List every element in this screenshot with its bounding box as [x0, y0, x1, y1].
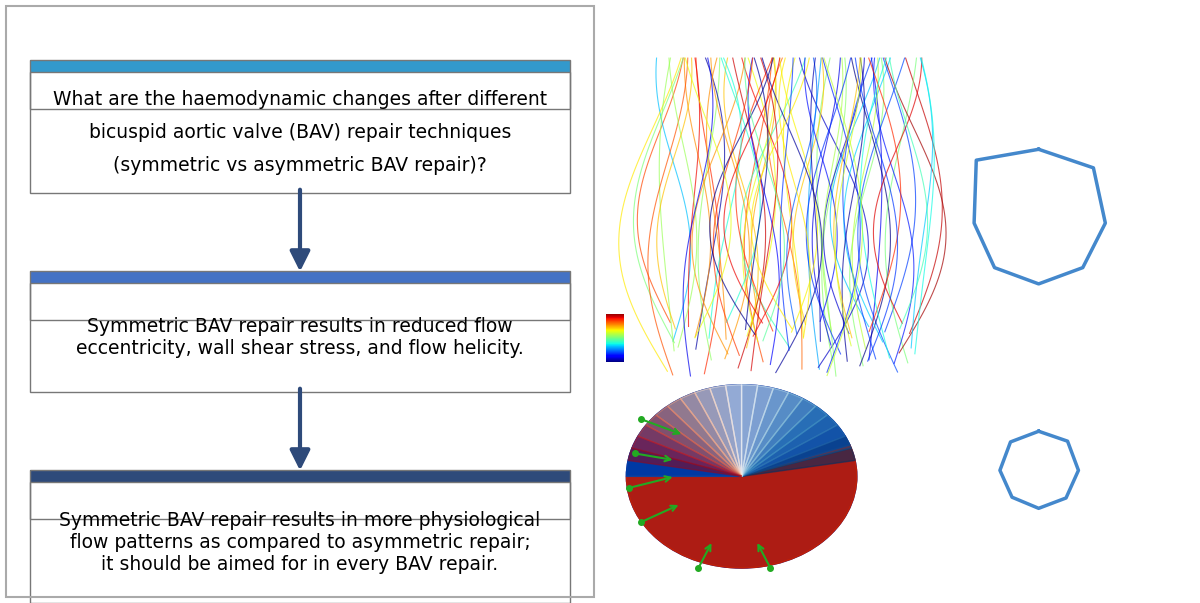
Wedge shape	[742, 388, 788, 476]
Text: RA: RA	[940, 373, 959, 387]
Text: P: P	[1034, 592, 1043, 603]
Text: A: A	[1034, 89, 1044, 101]
Text: Take-home message: Take-home message	[173, 484, 427, 505]
Text: 2: 2	[641, 297, 648, 308]
Bar	[30, 72, 570, 193]
Wedge shape	[742, 393, 803, 476]
Bar	[30, 60, 570, 109]
Text: RP: RP	[940, 307, 959, 320]
Text: m/s: m/s	[638, 279, 656, 289]
Wedge shape	[626, 385, 850, 476]
Text: P: P	[1034, 345, 1043, 358]
Text: RP: RP	[940, 554, 959, 567]
Text: LP: LP	[1120, 554, 1136, 567]
Text: LA: LA	[1120, 373, 1138, 387]
Wedge shape	[695, 388, 742, 476]
Text: RA: RA	[940, 126, 959, 139]
Bar	[30, 60, 570, 109]
Wedge shape	[742, 399, 816, 476]
Bar	[30, 283, 570, 392]
Wedge shape	[742, 385, 757, 476]
Text: LA: LA	[1120, 126, 1138, 139]
Text: L: L	[1162, 216, 1170, 230]
Text: R: R	[907, 464, 917, 477]
Wedge shape	[626, 445, 857, 568]
Wedge shape	[638, 425, 742, 476]
Text: (symmetric vs asymmetric BAV repair)?: (symmetric vs asymmetric BAV repair)?	[113, 156, 487, 175]
Bar	[30, 470, 570, 519]
Bar	[30, 482, 570, 603]
Wedge shape	[742, 436, 851, 476]
Bar	[30, 271, 570, 320]
Text: Preoperative: Preoperative	[962, 35, 1115, 55]
Text: LP: LP	[1120, 307, 1136, 320]
Bar	[30, 72, 570, 193]
Wedge shape	[742, 448, 856, 476]
Wedge shape	[726, 385, 742, 476]
Bar	[30, 482, 570, 603]
Circle shape	[626, 385, 857, 568]
Wedge shape	[632, 436, 742, 476]
Text: Symmetric BAV repair results in reduced flow
eccentricity, wall shear stress, an: Symmetric BAV repair results in reduced …	[76, 317, 524, 358]
Wedge shape	[667, 399, 742, 476]
Wedge shape	[680, 393, 742, 476]
Wedge shape	[742, 415, 838, 476]
Wedge shape	[710, 385, 742, 476]
Text: Symmetric BAV repair: Symmetric BAV repair	[746, 24, 1056, 48]
Text: A: A	[1034, 336, 1044, 349]
Text: 2: 2	[628, 314, 634, 324]
Text: Symmetric BAV repair results in more physiological
flow patterns as compared to : Symmetric BAV repair results in more phy…	[59, 511, 541, 574]
Bar	[30, 470, 570, 519]
Wedge shape	[742, 385, 773, 476]
Wedge shape	[646, 415, 742, 476]
Text: Postoperative: Postoperative	[956, 282, 1121, 302]
Text: Key question: Key question	[218, 74, 382, 95]
Wedge shape	[628, 448, 742, 476]
Bar	[30, 271, 570, 320]
Wedge shape	[742, 425, 845, 476]
Text: Key finding(s): Key finding(s)	[212, 285, 388, 306]
Bar	[30, 283, 570, 392]
Text: bicuspid aortic valve (BAV) repair techniques: bicuspid aortic valve (BAV) repair techn…	[89, 123, 511, 142]
Wedge shape	[742, 406, 827, 476]
Text: L: L	[1162, 464, 1170, 477]
Text: R: R	[907, 216, 917, 230]
Wedge shape	[656, 406, 742, 476]
Text: What are the haemodynamic changes after different: What are the haemodynamic changes after …	[53, 90, 547, 109]
